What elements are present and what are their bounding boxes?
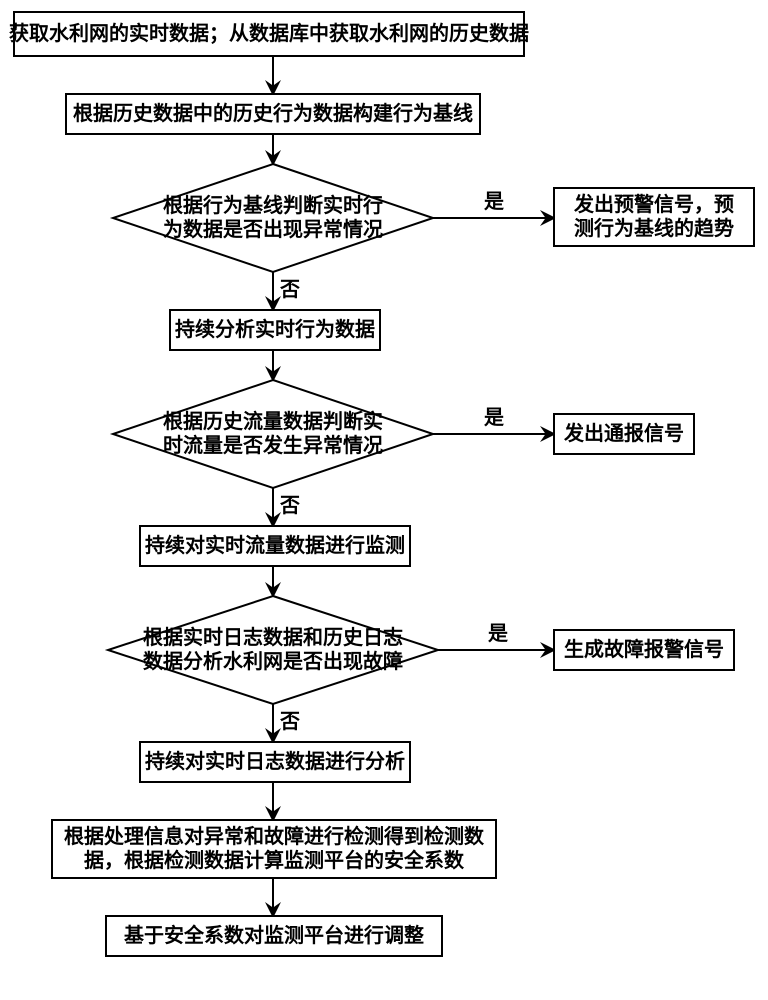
node-text: 时流量是否发生异常情况: [163, 433, 383, 457]
node-n2: 根据历史数据中的历史行为数据构建行为基线: [66, 94, 480, 134]
node-n8: 持续对实时流量数据进行监测: [140, 526, 410, 566]
node-text: 持续对实时日志数据进行分析: [145, 749, 405, 773]
edge-label: 否: [279, 279, 300, 301]
edge-label: 是: [487, 622, 508, 645]
node-n9: 根据实时日志数据和历史日志数据分析水利网是否出现故障: [108, 596, 438, 704]
node-n3: 根据行为基线判断实时行为数据是否出现异常情况: [113, 164, 433, 272]
flowchart-canvas: 是否是否是否获取水利网的实时数据；从数据库中获取水利网的历史数据根据历史数据中的…: [0, 0, 768, 1000]
node-text: 据，根据检测数据计算监测平台的安全系数: [84, 848, 465, 872]
node-n12: 根据处理信息对异常和故障进行检测得到检测数据，根据检测数据计算监测平台的安全系数: [52, 820, 496, 878]
node-text: 根据处理信息对异常和故障进行检测得到检测数: [64, 824, 485, 848]
node-text: 获取水利网的实时数据；从数据库中获取水利网的历史数据: [9, 21, 529, 45]
edge-label: 是: [483, 406, 504, 429]
node-n13: 基于安全系数对监测平台进行调整: [106, 916, 442, 956]
node-text: 发出通报信号: [563, 421, 684, 445]
node-text: 为数据是否出现异常情况: [163, 217, 383, 241]
node-text: 根据历史流量数据判断实: [163, 409, 383, 433]
edge-label: 否: [279, 495, 300, 517]
node-text: 持续分析实时行为数据: [175, 317, 375, 341]
node-text: 根据实时日志数据和历史日志: [143, 625, 403, 649]
node-text: 持续对实时流量数据进行监测: [145, 533, 405, 557]
node-text: 根据行为基线判断实时行: [163, 193, 383, 217]
node-n4: 发出预警信号，预测行为基线的趋势: [554, 188, 754, 246]
node-text: 数据分析水利网是否出现故障: [143, 649, 403, 673]
node-n7: 发出通报信号: [554, 414, 694, 454]
node-n5: 持续分析实时行为数据: [170, 310, 380, 350]
node-text: 基于安全系数对监测平台进行调整: [124, 923, 424, 947]
edge-label: 否: [279, 711, 300, 733]
node-text: 测行为基线的趋势: [574, 216, 734, 240]
node-text: 根据历史数据中的历史行为数据构建行为基线: [73, 101, 473, 125]
node-n6: 根据历史流量数据判断实时流量是否发生异常情况: [113, 380, 433, 488]
node-text: 发出预警信号，预: [573, 192, 734, 216]
node-text: 生成故障报警信号: [564, 637, 724, 661]
edge-label: 是: [483, 190, 504, 213]
node-n10: 生成故障报警信号: [554, 630, 734, 670]
nodes-group: 获取水利网的实时数据；从数据库中获取水利网的历史数据根据历史数据中的历史行为数据…: [9, 12, 754, 956]
node-n11: 持续对实时日志数据进行分析: [140, 742, 410, 782]
node-n1: 获取水利网的实时数据；从数据库中获取水利网的历史数据: [9, 12, 529, 56]
